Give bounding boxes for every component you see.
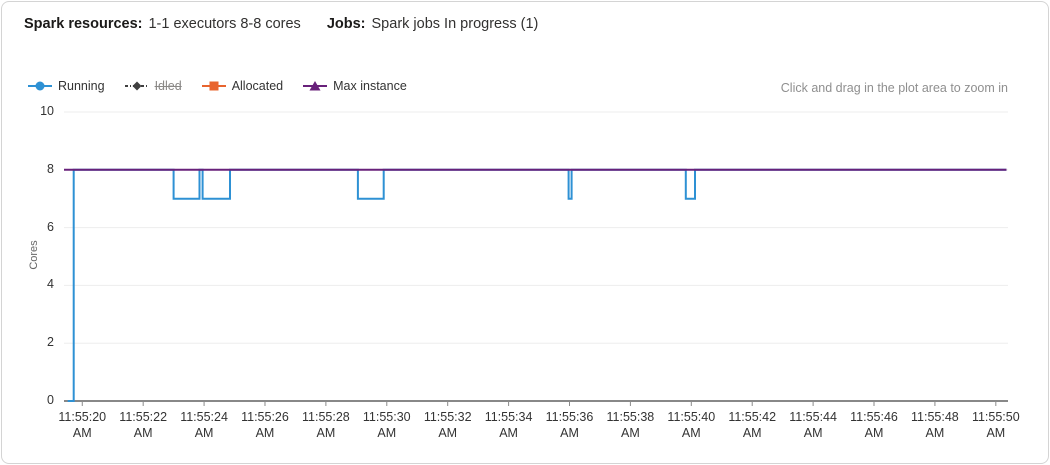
jobs-label: Jobs: (326, 16, 366, 32)
x-axis-tick-label: 11:55:50 AM (971, 410, 1020, 440)
header: Spark resources: 1-1 executors 8-8 cores … (24, 16, 538, 32)
x-axis-tick-label: 11:55:40 AM (667, 410, 716, 440)
diamond-marker-icon (124, 80, 149, 92)
y-axis-tick-label: 2 (47, 335, 54, 350)
x-axis-tick-label: 11:55:48 AM (911, 410, 959, 440)
chart-legend: Running Idled Allocated Max instance (28, 79, 407, 93)
x-axis-tick-label: 11:55:32 AM (423, 410, 472, 440)
legend-item-idled[interactable]: Idled (124, 79, 182, 93)
zoom-hint-text: Click and drag in the plot area to zoom … (780, 81, 1008, 95)
x-axis-tick-label: 11:55:30 AM (362, 410, 411, 440)
y-axis-tick-label: 6 (47, 219, 54, 234)
square-marker-icon (201, 80, 226, 92)
y-axis-tick-label: 4 (47, 277, 54, 292)
triangle-marker-icon (303, 80, 328, 92)
x-axis-tick-label: 11:55:36 AM (545, 410, 594, 440)
series-line-running (67, 168, 1007, 402)
spark-resources-value: 1-1 executors 8-8 cores (148, 16, 301, 32)
y-axis-title: Cores (28, 240, 40, 270)
x-axis-tick-label: 11:55:20 AM (58, 410, 107, 440)
x-axis-tick-label: 11:55:28 AM (302, 410, 350, 440)
spark-resources-label: Spark resources: (24, 16, 143, 32)
x-axis-tick-label: 11:55:42 AM (728, 410, 777, 440)
y-axis-tick-label: 0 (47, 393, 54, 407)
x-axis-tick-label: 11:55:34 AM (484, 410, 533, 440)
x-axis-tick-label: 11:55:44 AM (789, 410, 837, 440)
legend-label: Running (58, 79, 105, 93)
legend-item-allocated[interactable]: Allocated (201, 79, 284, 93)
legend-item-max-instance[interactable]: Max instance (303, 79, 407, 93)
y-axis-tick-label: 8 (47, 161, 54, 176)
legend-item-running[interactable]: Running (28, 79, 105, 93)
x-axis-tick-label: 11:55:22 AM (119, 410, 168, 440)
legend-label: Idled (154, 79, 182, 93)
x-axis-tick-label: 11:55:46 AM (850, 410, 898, 440)
legend-label: Allocated (231, 79, 284, 93)
circle-marker-icon (28, 80, 52, 92)
y-axis-tick-label: 10 (40, 104, 54, 118)
x-axis-tick-label: 11:55:24 AM (180, 410, 228, 440)
x-axis-tick-label: 11:55:26 AM (241, 410, 289, 440)
legend-label: Max instance (333, 79, 407, 93)
jobs-value: Spark jobs In progress (1) (371, 16, 539, 32)
x-axis-tick-label: 11:55:38 AM (606, 410, 655, 440)
